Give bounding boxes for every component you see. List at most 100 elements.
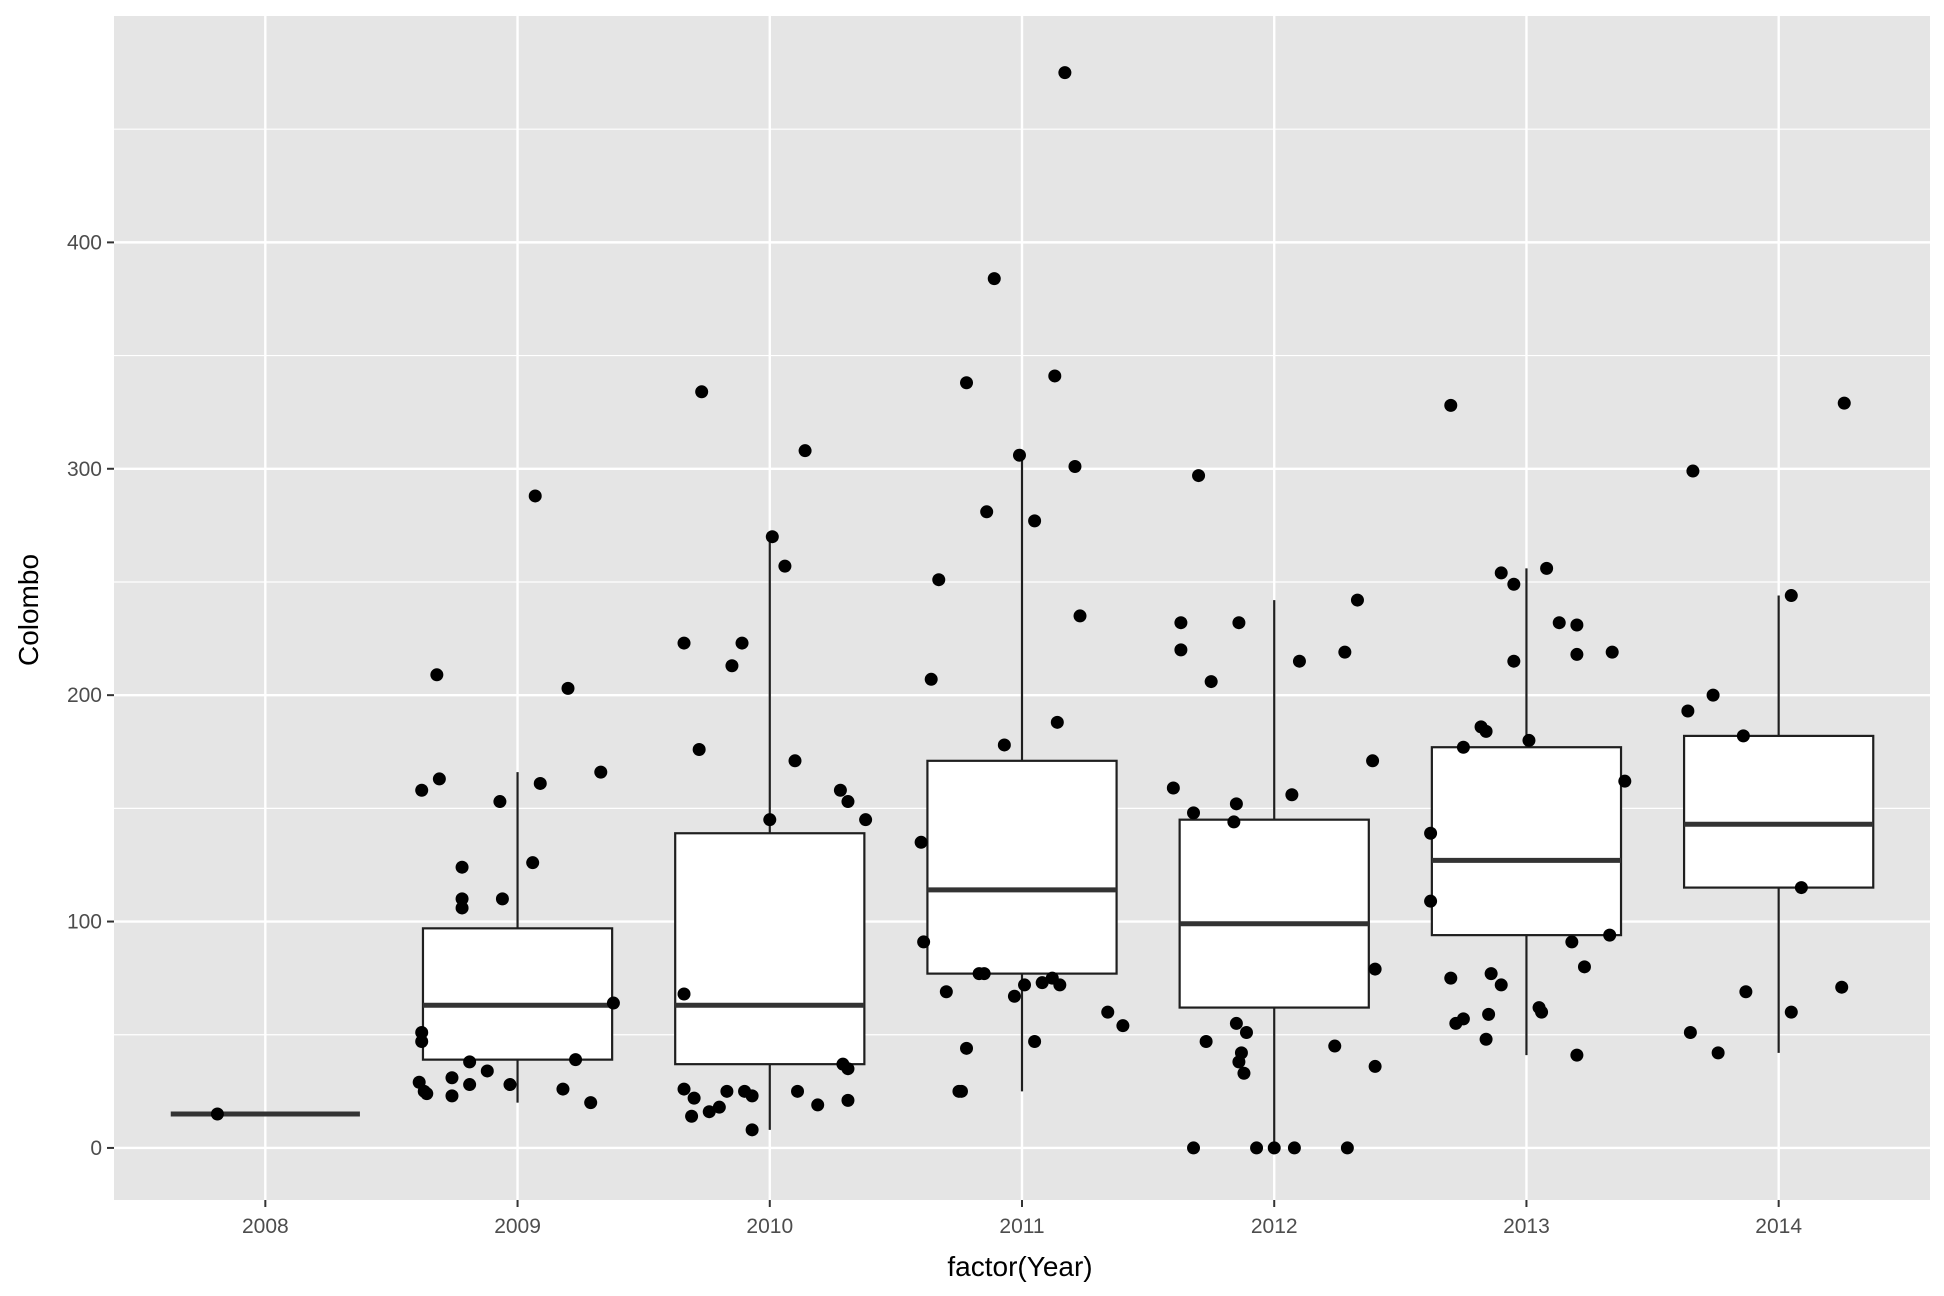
data-point xyxy=(1479,724,1493,738)
data-point xyxy=(695,385,709,399)
data-point xyxy=(420,1087,434,1101)
data-point xyxy=(1484,967,1498,981)
data-point xyxy=(495,892,509,906)
data-point xyxy=(932,573,946,587)
x-axis-title: factor(Year) xyxy=(947,1251,1092,1282)
box-2012 xyxy=(1178,600,1370,1148)
data-point xyxy=(677,1082,691,1096)
data-point xyxy=(841,1093,855,1107)
box-body xyxy=(1178,818,1370,1009)
data-point xyxy=(1229,797,1243,811)
data-point xyxy=(463,1078,477,1092)
data-point xyxy=(533,776,547,790)
data-point xyxy=(1507,654,1521,668)
data-point xyxy=(1837,396,1851,410)
y-axis-title: Colombo xyxy=(13,554,44,666)
data-point xyxy=(788,754,802,768)
data-point xyxy=(811,1098,825,1112)
data-point xyxy=(702,1105,716,1119)
data-point xyxy=(1494,566,1508,580)
data-point xyxy=(692,742,706,756)
data-point xyxy=(1073,609,1087,623)
box-2011 xyxy=(926,455,1118,1092)
box-body xyxy=(674,832,866,1066)
data-point xyxy=(1835,980,1849,994)
data-point xyxy=(1618,774,1632,788)
data-point xyxy=(720,1084,734,1098)
data-point xyxy=(528,489,542,503)
data-point xyxy=(1784,1005,1798,1019)
data-point xyxy=(997,738,1011,752)
data-point xyxy=(1736,729,1750,743)
data-points xyxy=(210,66,1851,1155)
data-point xyxy=(1053,978,1067,992)
x-tick-label: 2013 xyxy=(1503,1215,1550,1238)
data-point xyxy=(1368,1059,1382,1073)
box-2013 xyxy=(1430,568,1623,1056)
data-point xyxy=(677,987,691,1001)
data-point xyxy=(1192,469,1206,483)
data-point xyxy=(210,1107,224,1121)
data-point xyxy=(735,636,749,650)
data-point xyxy=(987,272,1001,286)
data-point xyxy=(1239,1025,1253,1039)
y-tick-label: 200 xyxy=(67,684,102,707)
data-point xyxy=(1101,1005,1115,1019)
data-point xyxy=(1570,647,1584,661)
data-point xyxy=(1229,1016,1243,1030)
data-point xyxy=(1227,815,1241,829)
data-point xyxy=(1187,806,1201,820)
data-point xyxy=(455,901,469,915)
data-point xyxy=(1204,675,1218,689)
data-point xyxy=(1267,1141,1281,1155)
data-point xyxy=(526,856,540,870)
data-point xyxy=(561,681,575,695)
data-point xyxy=(1174,643,1188,657)
data-point xyxy=(1494,978,1508,992)
data-point xyxy=(1018,978,1032,992)
x-tick-label: 2012 xyxy=(1251,1215,1298,1238)
data-point xyxy=(1683,1025,1697,1039)
data-point xyxy=(1784,589,1798,603)
data-point xyxy=(917,935,931,949)
data-point xyxy=(924,672,938,686)
data-point xyxy=(1028,514,1042,528)
data-point xyxy=(1794,881,1808,895)
data-point xyxy=(1350,593,1364,607)
y-tick-label: 400 xyxy=(67,231,102,254)
data-point xyxy=(1338,645,1352,659)
data-point xyxy=(939,985,953,999)
data-point xyxy=(584,1096,598,1110)
data-point xyxy=(1068,460,1082,474)
data-point xyxy=(954,1084,968,1098)
data-point xyxy=(1048,369,1062,383)
data-point xyxy=(1287,1141,1301,1155)
data-point xyxy=(1424,894,1438,908)
data-point xyxy=(1292,654,1306,668)
data-point xyxy=(1174,616,1188,630)
data-point xyxy=(455,892,469,906)
data-point xyxy=(432,772,446,786)
data-point xyxy=(778,559,792,573)
data-point xyxy=(415,1025,429,1039)
data-point xyxy=(1058,66,1072,80)
x-tick-label: 2014 xyxy=(1755,1215,1802,1238)
data-point xyxy=(1237,1066,1251,1080)
data-point xyxy=(1012,448,1026,462)
data-point xyxy=(1050,715,1064,729)
data-point xyxy=(1681,704,1695,718)
data-point xyxy=(493,795,507,809)
data-point xyxy=(791,1084,805,1098)
data-point xyxy=(1482,1007,1496,1021)
data-point xyxy=(1368,962,1382,976)
data-point xyxy=(503,1078,517,1092)
data-point xyxy=(1507,577,1521,591)
data-point xyxy=(677,636,691,650)
data-point xyxy=(415,1035,429,1049)
box-2009 xyxy=(421,772,614,1103)
box-body xyxy=(1430,746,1623,937)
data-point xyxy=(833,783,847,797)
data-point xyxy=(687,1091,701,1105)
data-point xyxy=(1552,616,1566,630)
